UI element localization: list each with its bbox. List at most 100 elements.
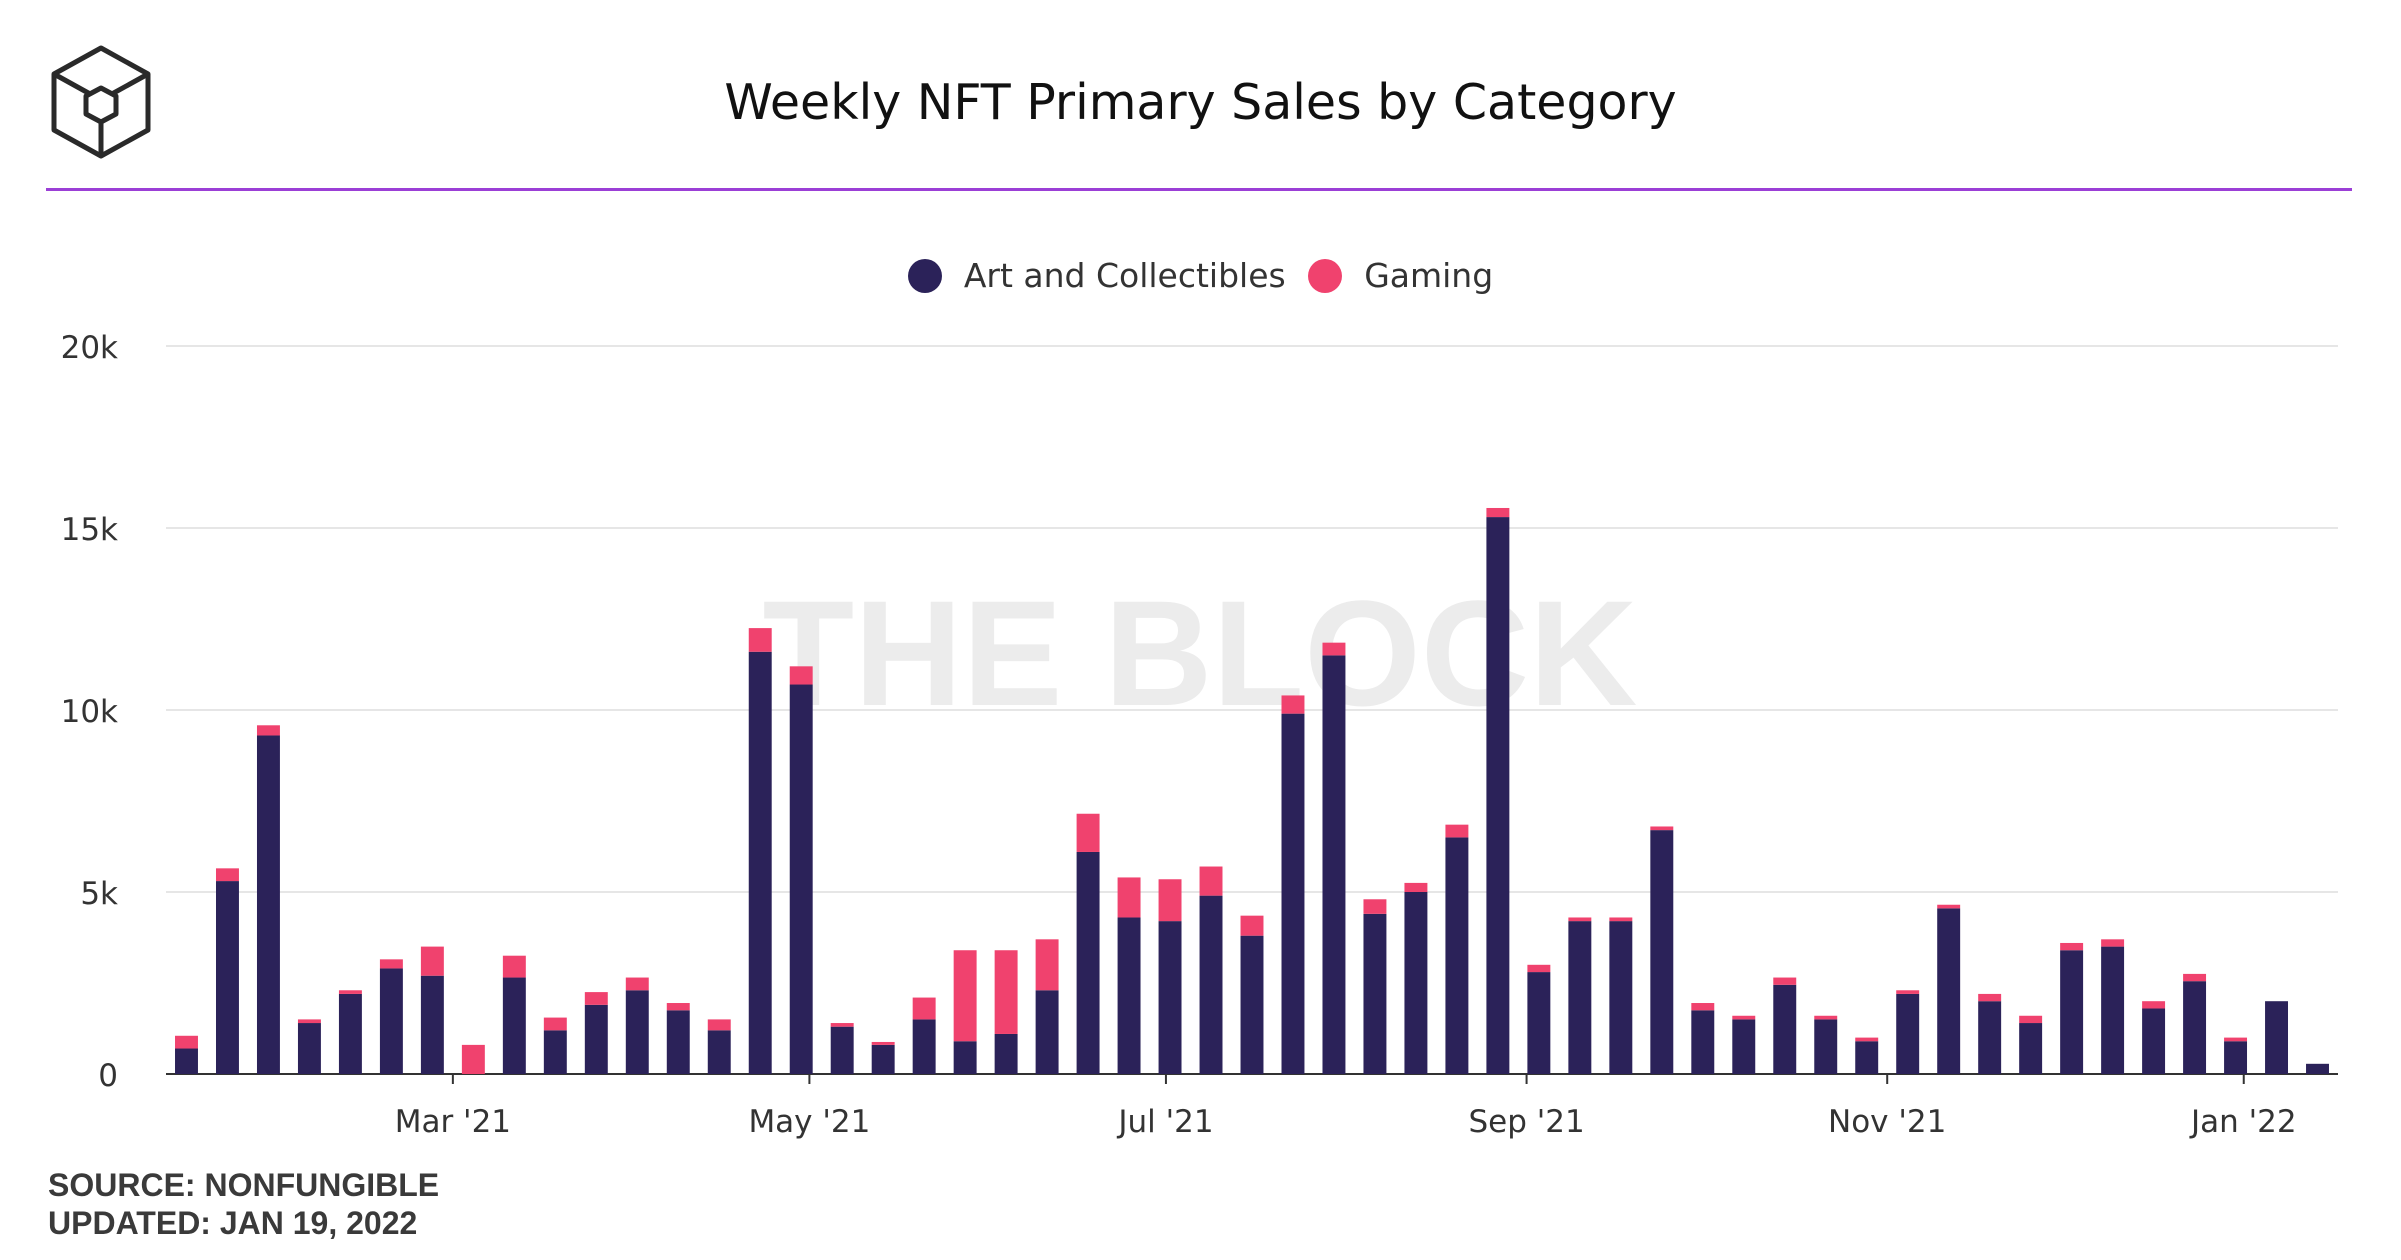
bar-art-and-collectibles[interactable]: [871, 1044, 895, 1074]
bar-gaming[interactable]: [666, 1003, 690, 1011]
bar-gaming[interactable]: [912, 997, 936, 1020]
bar-art-and-collectibles[interactable]: [1855, 1041, 1879, 1074]
bar-gaming[interactable]: [1650, 826, 1674, 831]
legend-item-gaming[interactable]: Gaming: [1308, 256, 1493, 295]
bar-gaming[interactable]: [789, 666, 813, 685]
bar-art-and-collectibles[interactable]: [1527, 972, 1551, 1074]
bar-gaming[interactable]: [625, 977, 649, 991]
bar-art-and-collectibles[interactable]: [2183, 981, 2207, 1074]
bar-art-and-collectibles[interactable]: [953, 1041, 977, 1074]
bar-gaming[interactable]: [379, 959, 403, 969]
bar-gaming[interactable]: [215, 868, 239, 882]
bar-gaming[interactable]: [1199, 866, 1223, 896]
bar-art-and-collectibles[interactable]: [1322, 655, 1346, 1074]
bar-art-and-collectibles[interactable]: [338, 993, 362, 1074]
bar-art-and-collectibles[interactable]: [1650, 830, 1674, 1074]
bar-gaming[interactable]: [1158, 879, 1182, 922]
bar-gaming[interactable]: [338, 990, 362, 994]
bar-gaming[interactable]: [1035, 939, 1059, 991]
bar-gaming[interactable]: [256, 725, 280, 736]
bar-gaming[interactable]: [1814, 1015, 1838, 1020]
bar-gaming[interactable]: [1568, 917, 1592, 922]
bar-art-and-collectibles[interactable]: [1568, 921, 1592, 1074]
bar-gaming[interactable]: [871, 1041, 895, 1045]
bar-art-and-collectibles[interactable]: [1896, 993, 1920, 1074]
bar-gaming[interactable]: [994, 950, 1018, 1034]
bar-gaming[interactable]: [1117, 877, 1141, 918]
bar-art-and-collectibles[interactable]: [215, 881, 239, 1074]
bar-art-and-collectibles[interactable]: [1486, 517, 1510, 1074]
bar-gaming[interactable]: [1978, 993, 2002, 1002]
bar-art-and-collectibles[interactable]: [502, 977, 526, 1074]
bar-art-and-collectibles[interactable]: [789, 684, 813, 1074]
bar-art-and-collectibles[interactable]: [2306, 1063, 2329, 1074]
bar-art-and-collectibles[interactable]: [994, 1033, 1018, 1074]
bar-art-and-collectibles[interactable]: [707, 1030, 731, 1074]
bar-art-and-collectibles[interactable]: [379, 968, 403, 1074]
bar-art-and-collectibles[interactable]: [2224, 1041, 2248, 1074]
bar-art-and-collectibles[interactable]: [2101, 946, 2125, 1074]
bar-gaming[interactable]: [461, 1044, 485, 1074]
bar-art-and-collectibles[interactable]: [175, 1048, 198, 1074]
bar-art-and-collectibles[interactable]: [2019, 1023, 2043, 1074]
bar-gaming[interactable]: [1937, 904, 1961, 909]
bar-gaming[interactable]: [953, 950, 977, 1042]
bar-art-and-collectibles[interactable]: [1937, 908, 1961, 1074]
bar-gaming[interactable]: [2060, 942, 2084, 951]
legend-item-art[interactable]: Art and Collectibles: [907, 256, 1286, 295]
bar-gaming[interactable]: [1445, 824, 1469, 838]
bar-gaming[interactable]: [543, 1017, 567, 1031]
bar-gaming[interactable]: [584, 992, 608, 1005]
bar-art-and-collectibles[interactable]: [2060, 950, 2084, 1074]
bar-gaming[interactable]: [1281, 695, 1305, 714]
bar-art-and-collectibles[interactable]: [2142, 1008, 2166, 1074]
bar-gaming[interactable]: [1773, 977, 1797, 985]
bar-gaming[interactable]: [1076, 813, 1100, 852]
bar-art-and-collectibles[interactable]: [1240, 935, 1264, 1074]
bar-gaming[interactable]: [175, 1035, 198, 1049]
bar-gaming[interactable]: [1896, 990, 1920, 994]
bar-gaming[interactable]: [2224, 1037, 2248, 1042]
bar-art-and-collectibles[interactable]: [912, 1019, 936, 1074]
bar-gaming[interactable]: [1486, 507, 1510, 518]
bar-gaming[interactable]: [707, 1019, 731, 1031]
bar-gaming[interactable]: [1855, 1037, 1879, 1042]
bar-art-and-collectibles[interactable]: [297, 1023, 321, 1074]
bar-art-and-collectibles[interactable]: [1076, 851, 1100, 1074]
bar-art-and-collectibles[interactable]: [1158, 921, 1182, 1074]
bar-art-and-collectibles[interactable]: [1691, 1010, 1715, 1074]
bar-gaming[interactable]: [1322, 642, 1346, 656]
bar-art-and-collectibles[interactable]: [584, 1004, 608, 1074]
bar-gaming[interactable]: [1404, 882, 1428, 892]
bar-gaming[interactable]: [2101, 939, 2125, 947]
bar-art-and-collectibles[interactable]: [1732, 1019, 1756, 1074]
bar-art-and-collectibles[interactable]: [625, 990, 649, 1074]
bar-art-and-collectibles[interactable]: [748, 651, 772, 1074]
bar-art-and-collectibles[interactable]: [1773, 984, 1797, 1074]
bar-art-and-collectibles[interactable]: [1199, 895, 1223, 1074]
bar-gaming[interactable]: [748, 628, 772, 652]
bar-gaming[interactable]: [2142, 1001, 2166, 1009]
bar-art-and-collectibles[interactable]: [1445, 837, 1469, 1074]
bar-art-and-collectibles[interactable]: [666, 1010, 690, 1074]
bar-gaming[interactable]: [1240, 915, 1264, 936]
bar-gaming[interactable]: [830, 1023, 854, 1027]
bar-art-and-collectibles[interactable]: [256, 735, 280, 1074]
bar-gaming[interactable]: [1527, 964, 1551, 973]
bar-gaming[interactable]: [2183, 973, 2207, 982]
bar-art-and-collectibles[interactable]: [1978, 1001, 2002, 1074]
bar-gaming[interactable]: [2019, 1015, 2043, 1024]
bar-art-and-collectibles[interactable]: [1117, 917, 1141, 1074]
bar-art-and-collectibles[interactable]: [543, 1030, 567, 1074]
bar-art-and-collectibles[interactable]: [830, 1026, 854, 1074]
bar-gaming[interactable]: [1691, 1003, 1715, 1011]
bar-art-and-collectibles[interactable]: [1609, 921, 1633, 1074]
bar-gaming[interactable]: [1732, 1015, 1756, 1020]
bar-art-and-collectibles[interactable]: [1363, 913, 1387, 1074]
bar-gaming[interactable]: [1609, 917, 1633, 922]
bar-art-and-collectibles[interactable]: [1035, 990, 1059, 1074]
bar-art-and-collectibles[interactable]: [2265, 1001, 2289, 1074]
bar-gaming[interactable]: [297, 1019, 321, 1024]
bar-art-and-collectibles[interactable]: [1281, 713, 1305, 1074]
bar-art-and-collectibles[interactable]: [1404, 892, 1428, 1074]
